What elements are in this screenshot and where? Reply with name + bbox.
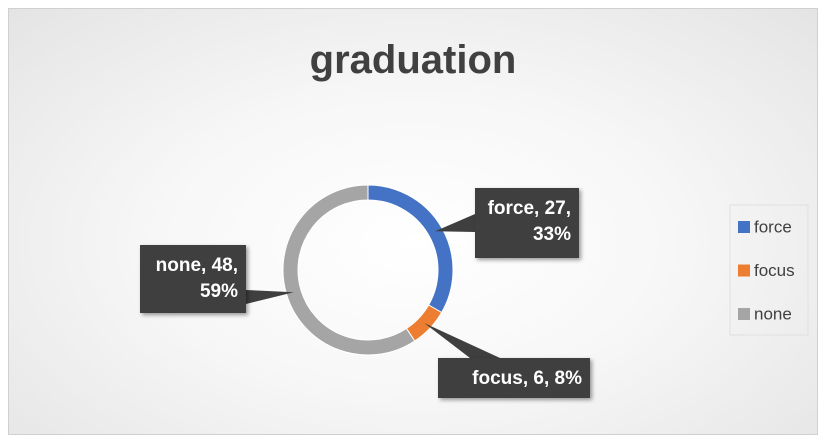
chart-title: graduation <box>309 38 517 82</box>
legend-box <box>729 204 809 336</box>
legend-label: force <box>754 217 792 236</box>
legend-swatch <box>738 308 750 320</box>
label-pointer <box>246 290 294 304</box>
legend-label: none <box>754 304 792 323</box>
label-pointer <box>424 323 500 358</box>
legend-swatch <box>738 264 750 277</box>
legend-swatch <box>738 221 750 233</box>
data-label: force, 27, 33% <box>475 188 579 258</box>
data-label: none, 48, 59% <box>140 245 246 313</box>
chart-area <box>8 8 818 435</box>
donut-segment <box>282 184 416 356</box>
label-pointer <box>435 214 475 232</box>
legend-label: focus <box>754 261 795 280</box>
donut-segment <box>367 184 454 314</box>
data-label: focus, 6, 8% <box>438 358 590 398</box>
